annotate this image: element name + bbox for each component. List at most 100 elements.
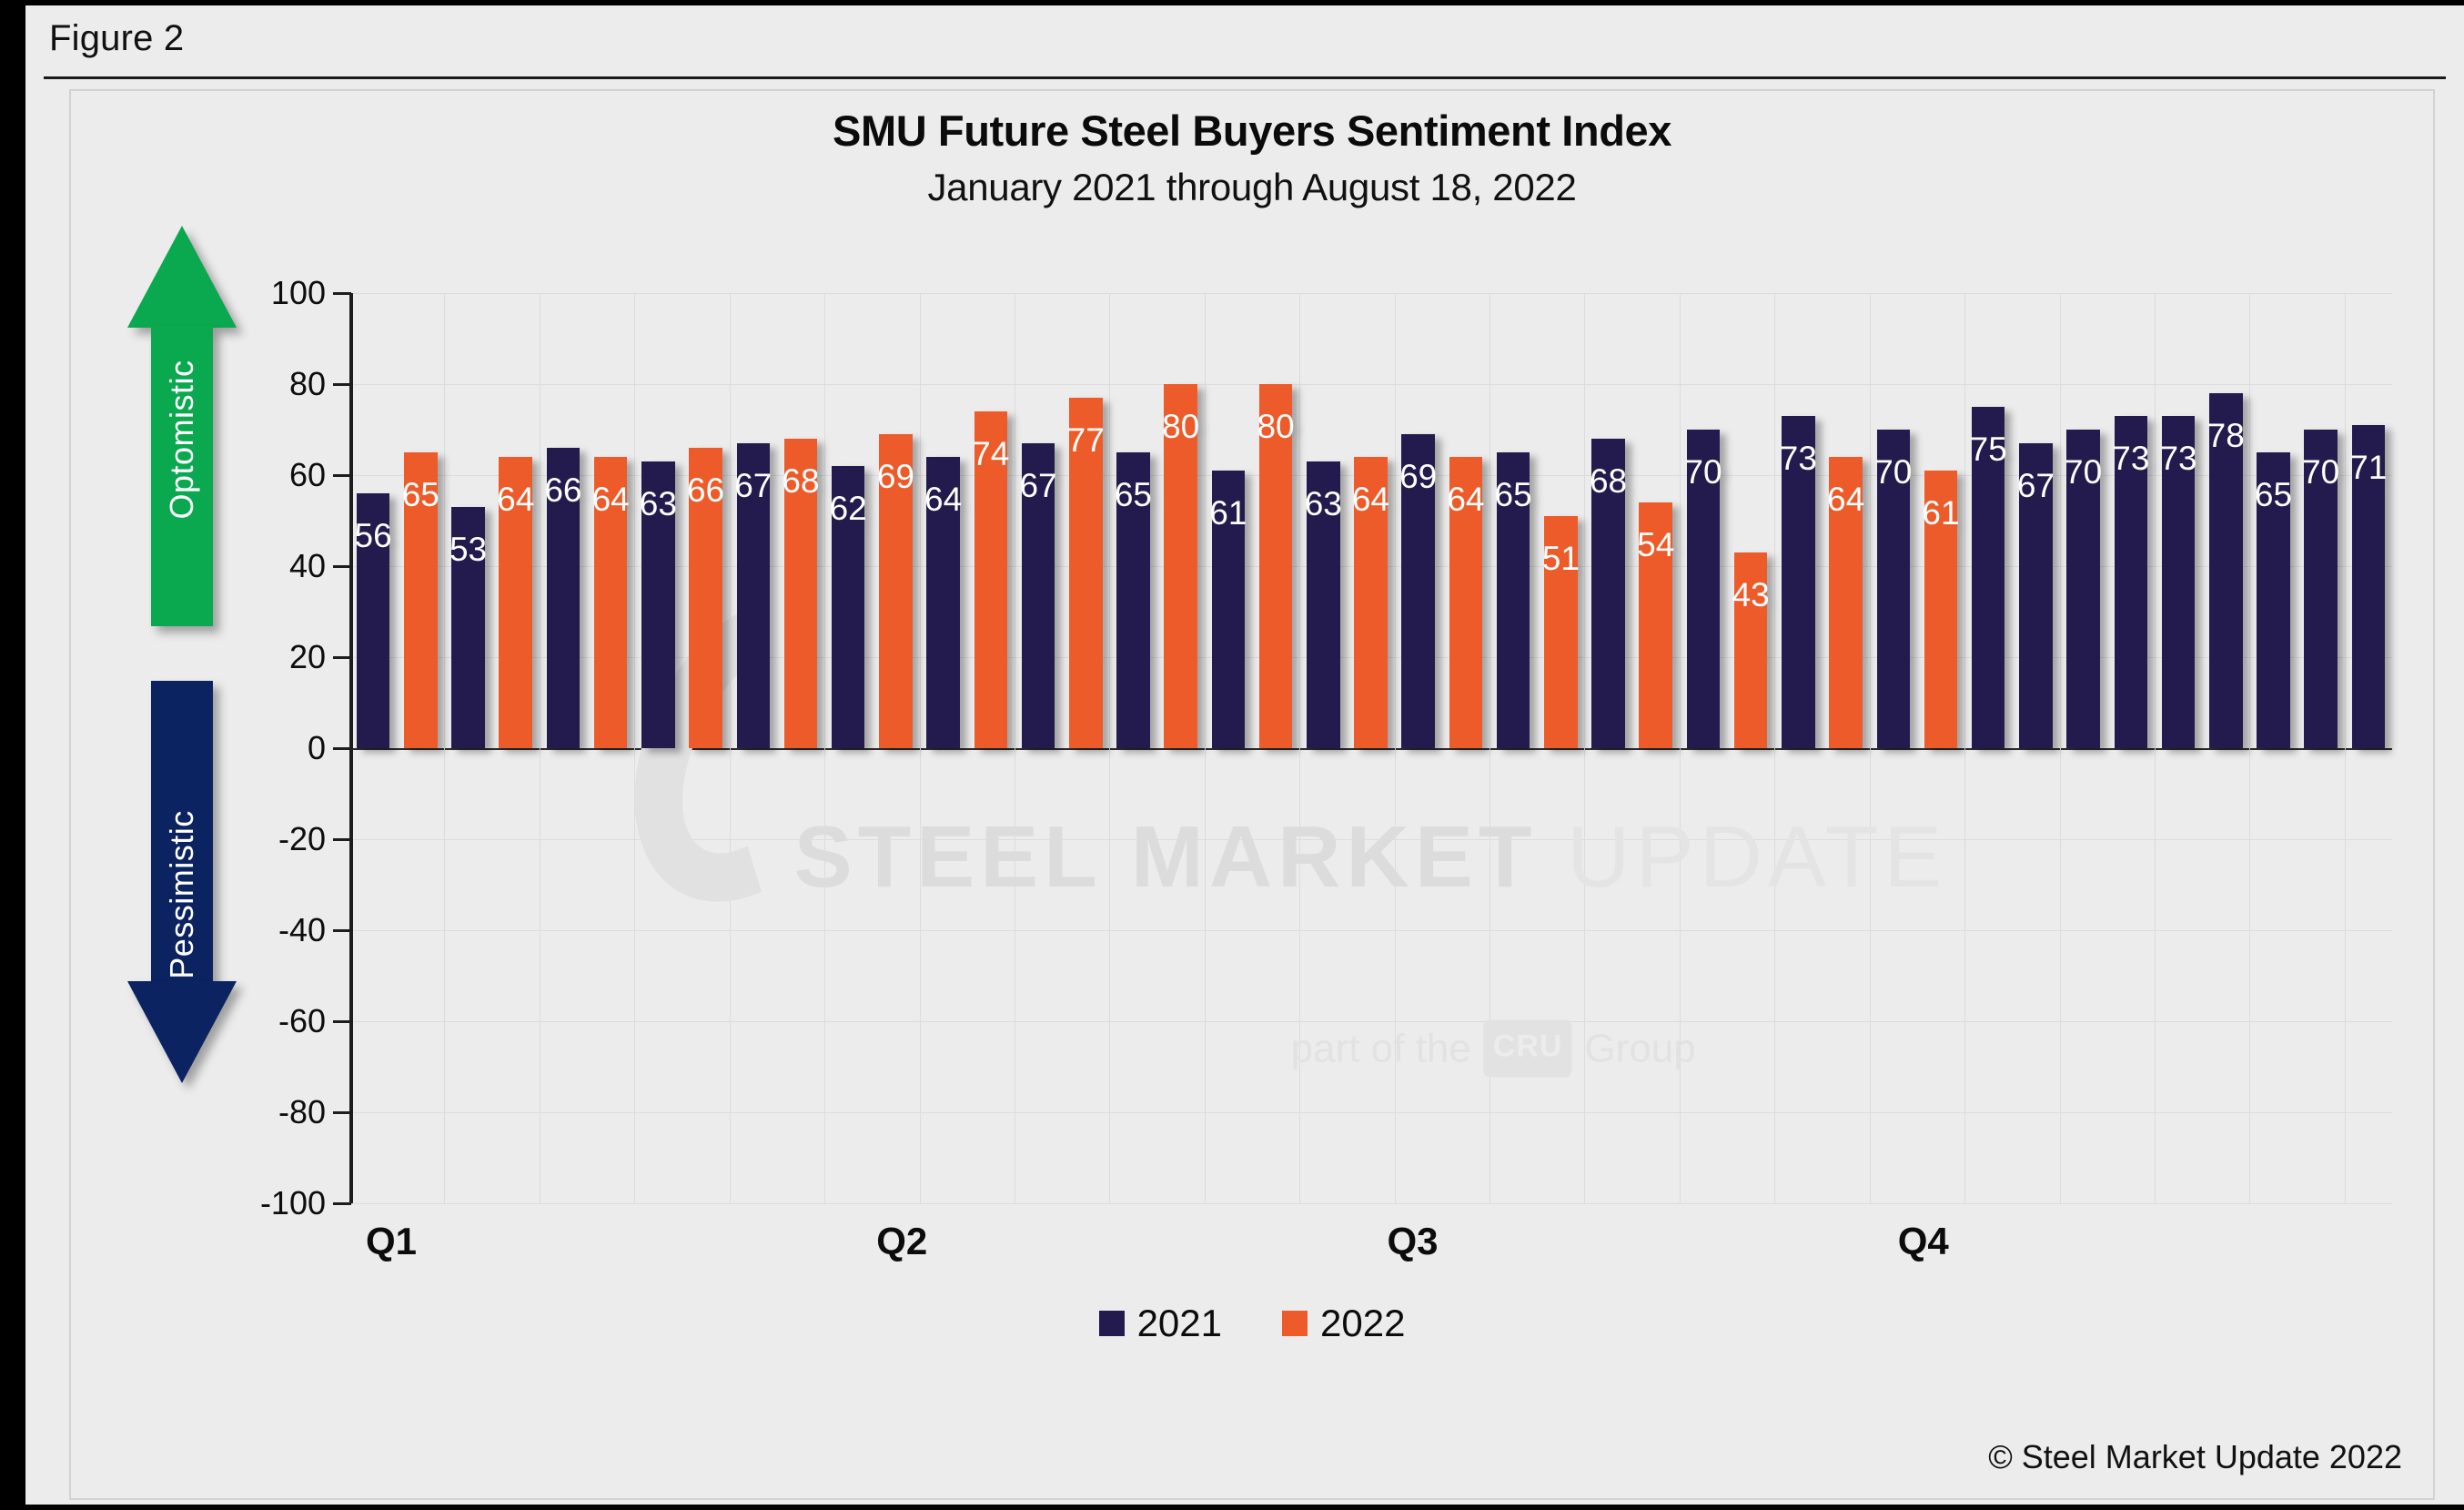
legend-label-2021: 2021: [1136, 1302, 1222, 1344]
bar: 64: [497, 457, 535, 748]
pessimistic-label: Pessimistic: [163, 810, 200, 979]
bar: 64: [592, 457, 630, 748]
optimistic-label: Optomistic: [163, 360, 200, 520]
bar: 73: [2112, 416, 2149, 748]
legend-label-2022: 2022: [1320, 1302, 1406, 1344]
bar: 53: [449, 507, 487, 748]
bar: 67: [734, 443, 772, 748]
chart-panel: SMU Future Steel Buyers Sentiment Index …: [69, 89, 2435, 1500]
figure-divider: [44, 76, 2446, 79]
bar: 70: [1874, 430, 1913, 748]
bar: 78: [2206, 393, 2245, 748]
bar: 69: [1399, 434, 1438, 748]
bar-value-label: 62: [829, 490, 867, 527]
y-tick-label-40: 40: [288, 547, 326, 584]
bar-value-label: 65: [2254, 476, 2293, 513]
vertical-gridline: [1964, 293, 1966, 1203]
gridline--80: [349, 1112, 2392, 1113]
bar-value-label: 73: [2159, 440, 2197, 477]
bar-value-label: 77: [1066, 421, 1105, 459]
bar: 65: [2254, 452, 2293, 748]
vertical-gridline: [919, 293, 921, 1203]
y-tick-mark-60: [333, 474, 351, 477]
bar: 75: [1969, 407, 2007, 748]
bar: 80: [1257, 384, 1295, 748]
bar: 73: [1780, 416, 1817, 748]
y-tick-mark-0: [333, 747, 351, 750]
gridline--40: [349, 930, 2392, 931]
bar: 70: [2302, 430, 2340, 748]
bar-value-label: 70: [2302, 453, 2340, 491]
legend-item-2022[interactable]: 2022: [1282, 1302, 1405, 1345]
bar-value-label: 69: [876, 458, 914, 495]
arrow-up-shaft: [151, 326, 213, 626]
quarter-label-q2: Q2: [876, 1220, 928, 1262]
vertical-gridline: [2154, 293, 2156, 1203]
bar-value-label: 64: [1351, 481, 1390, 518]
bar-value-label: 70: [1874, 453, 1913, 491]
gridline-0: [349, 748, 2392, 750]
bar-value-label: 63: [639, 485, 677, 522]
vertical-gridline: [729, 293, 731, 1203]
vertical-gridline: [1204, 293, 1206, 1203]
gridline-100: [349, 293, 2392, 294]
bar-value-label: 64: [497, 481, 535, 518]
bar: 80: [1162, 384, 1199, 748]
y-tick-label-20: 20: [288, 638, 326, 675]
y-tick-label-0: 0: [307, 729, 326, 766]
bar-value-label: 67: [1019, 467, 1057, 504]
vertical-gridline: [2059, 293, 2061, 1203]
bar-value-label: 78: [2206, 417, 2245, 454]
vertical-gridline: [444, 293, 446, 1203]
quarter-label-q4: Q4: [1897, 1220, 1949, 1262]
gridline--100: [349, 1203, 2392, 1204]
bar: 71: [2349, 425, 2387, 748]
y-tick-mark--20: [333, 838, 351, 841]
vertical-gridline: [1299, 293, 1301, 1203]
vertical-gridline: [1869, 293, 1871, 1203]
y-tick-label-80: 80: [288, 365, 326, 402]
bar-value-label: 66: [544, 471, 582, 509]
bar-value-label: 56: [354, 517, 392, 554]
bar: 62: [829, 466, 867, 748]
bar-value-label: 64: [1827, 481, 1865, 518]
y-tick-mark--80: [333, 1111, 351, 1114]
bar: 67: [1019, 443, 1057, 748]
bar-value-label: 65: [401, 476, 439, 513]
vertical-gridline: [1774, 293, 1776, 1203]
bar: 56: [354, 493, 392, 748]
y-tick-mark-100: [333, 292, 351, 295]
quarter-label-q1: Q1: [366, 1220, 418, 1262]
vertical-gridline: [634, 293, 636, 1203]
bar-value-label: 80: [1257, 408, 1295, 445]
bar-value-label: 66: [686, 471, 725, 509]
bar-value-label: 43: [1732, 576, 1770, 613]
bar: 51: [1542, 516, 1580, 748]
bar-series-container: 56 65 53 64 66 64 63 66 67 68 62 69 64 74 67 77 65 80 61 80…: [349, 293, 2392, 1203]
bar-value-label: 75: [1969, 431, 2007, 468]
y-tick-mark--100: [333, 1202, 351, 1205]
bar: 61: [1209, 471, 1247, 748]
vertical-gridline: [824, 293, 826, 1203]
vertical-gridline: [1394, 293, 1396, 1203]
bar: 73: [2159, 416, 2197, 748]
bar: 63: [1305, 461, 1342, 748]
quarter-label-q3: Q3: [1387, 1220, 1439, 1262]
y-tick-mark-80: [333, 383, 351, 386]
chart-subtitle: January 2021 through August 18, 2022: [927, 166, 1577, 208]
bar: 68: [1590, 439, 1627, 748]
gridline--60: [349, 1021, 2392, 1022]
vertical-gridline: [1109, 293, 1111, 1203]
bar-value-label: 70: [2065, 453, 2103, 491]
bar-value-label: 54: [1637, 526, 1675, 563]
bar: 63: [639, 461, 677, 748]
vertical-gridline: [1679, 293, 1681, 1203]
legend-item-2021[interactable]: 2021: [1098, 1302, 1222, 1345]
arrow-up-head-icon: [127, 226, 237, 328]
bar-value-label: 69: [1399, 458, 1438, 495]
y-tick-label-100: 100: [270, 274, 326, 311]
bar: 65: [1115, 452, 1152, 748]
bar: 64: [924, 457, 962, 748]
x-axis-quarter-labels: Q1 Q2 Q3 Q4: [349, 1220, 2392, 1274]
